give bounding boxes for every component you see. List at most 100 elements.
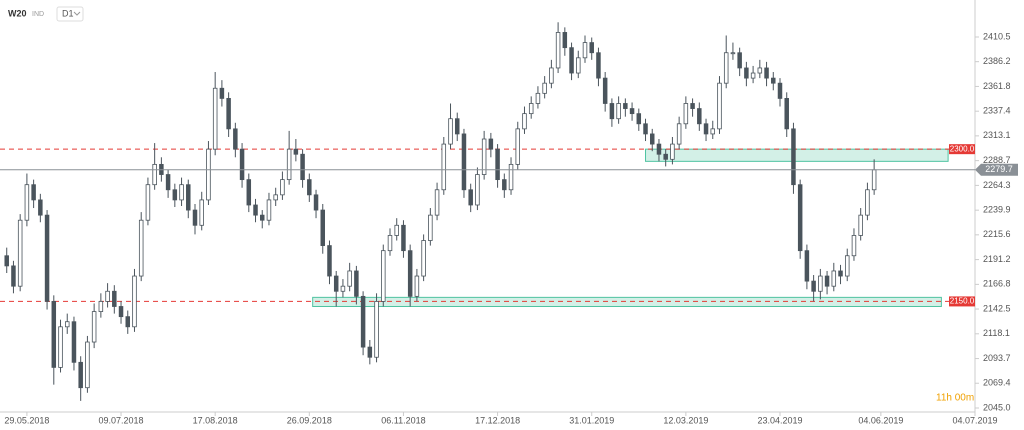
candle-body: [528, 103, 534, 115]
candle-body: [508, 163, 514, 191]
dropdown-arrow: [73, 11, 81, 16]
candle-body: [448, 118, 453, 145]
candle-body: [354, 270, 359, 297]
interval[interactable]: D1: [62, 8, 74, 18]
candle-body: [441, 143, 447, 191]
candle-body: [280, 179, 285, 196]
candle-body: [596, 52, 601, 79]
candle-body: [51, 301, 57, 368]
candle-body: [414, 275, 420, 297]
x-tick-label: 23.04.2019: [757, 415, 802, 425]
candle-body: [192, 209, 198, 226]
candle-body: [549, 67, 554, 84]
candle-body: [589, 42, 594, 54]
level-tag: [949, 296, 975, 307]
candle-body: [360, 295, 366, 348]
candle-body: [78, 361, 83, 389]
candle-body: [286, 148, 292, 181]
candle-body: [98, 301, 104, 312]
candle-body: [831, 270, 837, 287]
candle-body: [797, 184, 803, 252]
candle-body: [737, 52, 742, 69]
y-tick-label: 2142.5: [983, 303, 1011, 313]
candle-body: [717, 82, 722, 130]
candle-body: [683, 103, 689, 125]
candle-body: [313, 194, 319, 211]
interval-dropdown[interactable]: [56, 6, 84, 22]
market: IND: [32, 11, 44, 18]
x-tick-label: 12.03.2019: [663, 415, 708, 425]
candle-body: [535, 92, 541, 104]
candle-body: [266, 199, 272, 221]
candle-body: [85, 341, 90, 389]
candle-body: [179, 184, 184, 201]
x-tick-label: 17.08.2018: [193, 415, 238, 425]
candle-body: [219, 87, 225, 99]
candle-body: [401, 224, 406, 252]
candle-body: [421, 240, 426, 277]
y-tick-label: 2191.2: [983, 254, 1011, 264]
y-tick-label: 2410.5: [983, 31, 1011, 41]
candle-body: [226, 98, 231, 130]
y-tick-label: 2118.1: [983, 328, 1010, 338]
candle-body: [488, 138, 494, 150]
candle-body: [542, 82, 547, 94]
candle-body: [17, 219, 23, 287]
candle-body: [804, 250, 810, 282]
x-tick-label: 09.07.2018: [99, 415, 144, 425]
candle-body: [555, 32, 561, 69]
candle-body: [649, 133, 655, 145]
candle-body: [333, 275, 339, 292]
y-tick-label: 2093.7: [983, 353, 1011, 363]
candle-body: [31, 184, 36, 201]
y-tick-label: 2166.8: [983, 279, 1011, 289]
symbol: W20: [8, 8, 27, 18]
candle-body: [454, 118, 460, 135]
candle-body: [132, 275, 137, 328]
candle-body: [784, 98, 789, 130]
zone: [645, 148, 949, 162]
candle-body: [858, 214, 863, 236]
candle-body: [340, 285, 346, 292]
y-tick-label: 2045.0: [983, 402, 1011, 412]
candle-body: [602, 77, 608, 104]
candle-body: [206, 148, 211, 201]
candle-body: [468, 189, 473, 206]
candle-body: [481, 138, 487, 175]
candle-body: [367, 346, 373, 358]
x-tick-label: 31.01.2019: [569, 415, 614, 425]
candle-body: [11, 265, 16, 287]
candle-body: [118, 306, 124, 318]
candle-body: [58, 326, 63, 368]
candle-body: [38, 199, 43, 216]
candle-body: [522, 113, 527, 130]
y-tick-label: 2288.7: [983, 155, 1011, 165]
level-tag: [949, 144, 975, 155]
candle-body: [656, 143, 662, 155]
current-price-tag: [975, 163, 1018, 176]
candle-body: [690, 103, 695, 109]
level-label: 2300.0: [950, 144, 975, 153]
y-tick-label: 2386.2: [983, 56, 1011, 66]
x-tick-label: 04.06.2019: [858, 415, 903, 425]
candle-body: [125, 316, 131, 328]
candle-body: [865, 189, 870, 216]
candle-body: [138, 219, 144, 277]
candle-body: [771, 77, 776, 84]
candle-body: [623, 103, 628, 109]
candle-body: [239, 148, 245, 181]
candle-body: [293, 148, 299, 155]
candle-body: [844, 255, 850, 277]
y-tick-label: 2069.4: [983, 378, 1011, 388]
candle-body: [24, 184, 30, 221]
candle-body: [576, 57, 581, 74]
candle-body: [374, 301, 379, 358]
candle-body: [663, 153, 668, 160]
y-tick-label: 2313.1: [983, 130, 1011, 140]
candle-body: [750, 72, 756, 79]
x-tick-label: 06.11.2018: [381, 415, 425, 425]
candle-body: [71, 321, 77, 363]
y-tick-label: 2239.9: [983, 205, 1011, 215]
candle-body: [475, 174, 480, 206]
